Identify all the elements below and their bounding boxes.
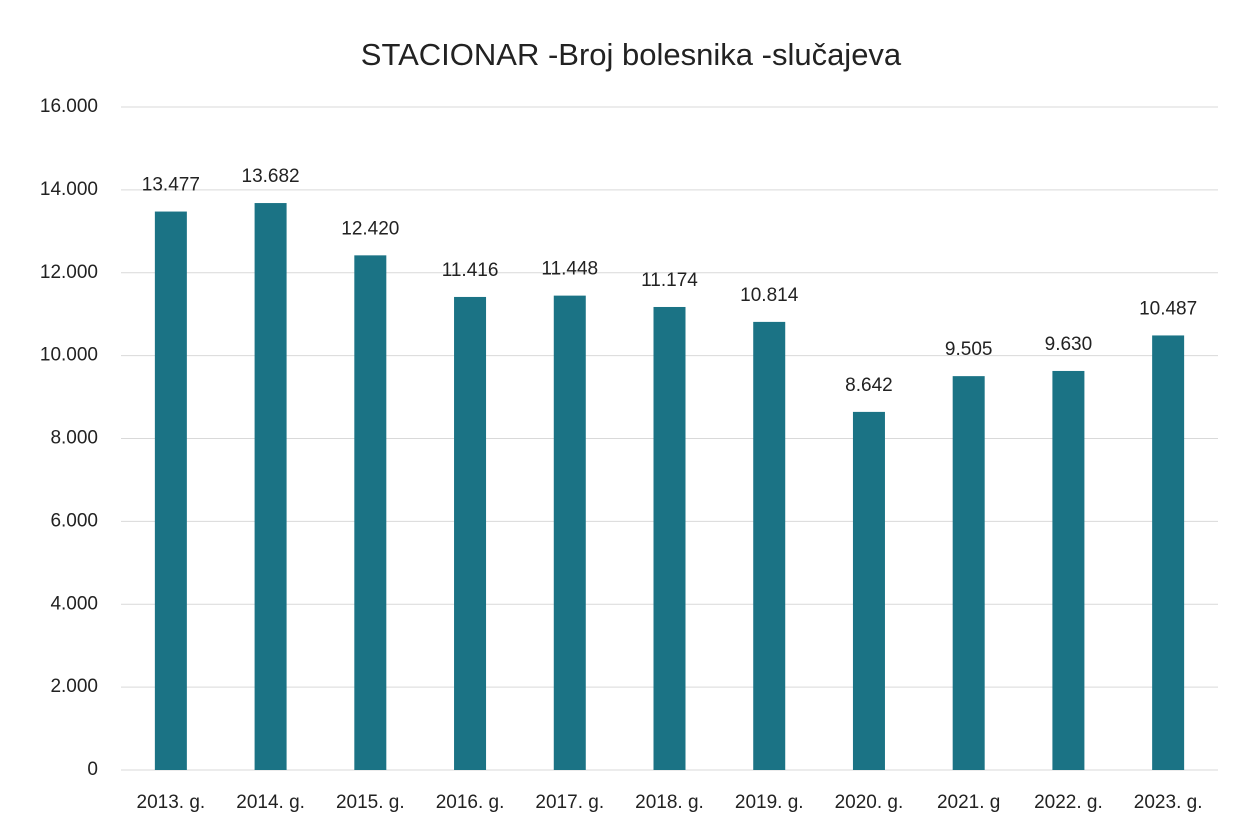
y-tick-label: 6.000	[50, 510, 98, 531]
bar	[653, 306, 686, 770]
y-tick-label: 4.000	[50, 593, 98, 614]
y-tick-label: 12.000	[40, 262, 98, 283]
bar	[1152, 335, 1185, 770]
x-tick-label: 2018. g.	[635, 792, 704, 813]
x-tick-label: 2021. g	[937, 792, 1000, 813]
data-label: 11.416	[442, 260, 499, 281]
data-label: 8.642	[845, 375, 893, 396]
data-label: 11.174	[641, 270, 698, 291]
y-tick-label: 8.000	[50, 428, 98, 449]
data-label: 11.448	[541, 259, 598, 280]
x-tick-label: 2022. g.	[1034, 792, 1103, 813]
bar	[1052, 370, 1085, 770]
y-tick-label: 0	[87, 759, 98, 780]
y-tick-label: 10.000	[40, 345, 98, 366]
x-tick-label: 2020. g.	[835, 792, 904, 813]
chart-title: STACIONAR -Broj bolesnika -slučajeva	[361, 37, 902, 72]
y-tick-label: 16.000	[40, 96, 98, 117]
bar	[454, 296, 487, 770]
data-label: 9.505	[945, 339, 993, 360]
bar	[154, 211, 187, 770]
y-tick-label: 14.000	[40, 179, 98, 200]
bar	[254, 203, 287, 770]
data-label: 13.477	[142, 175, 200, 196]
data-label: 10.814	[740, 285, 799, 306]
data-label: 13.682	[242, 166, 300, 187]
data-label: 9.630	[1045, 334, 1093, 355]
x-tick-label: 2023. g.	[1134, 792, 1203, 813]
x-tick-label: 2014. g.	[236, 792, 305, 813]
bar	[952, 376, 985, 770]
bar	[553, 295, 586, 770]
data-label: 12.420	[341, 218, 399, 239]
x-tick-label: 2013. g.	[137, 792, 206, 813]
x-tick-label: 2016. g.	[436, 792, 505, 813]
x-tick-label: 2019. g.	[735, 792, 804, 813]
bar	[852, 411, 885, 770]
x-tick-label: 2015. g.	[336, 792, 405, 813]
bar	[753, 321, 786, 770]
bar	[354, 255, 387, 770]
data-label: 10.487	[1139, 298, 1197, 319]
x-tick-label: 2017. g.	[535, 792, 604, 813]
y-tick-label: 2.000	[50, 676, 98, 697]
